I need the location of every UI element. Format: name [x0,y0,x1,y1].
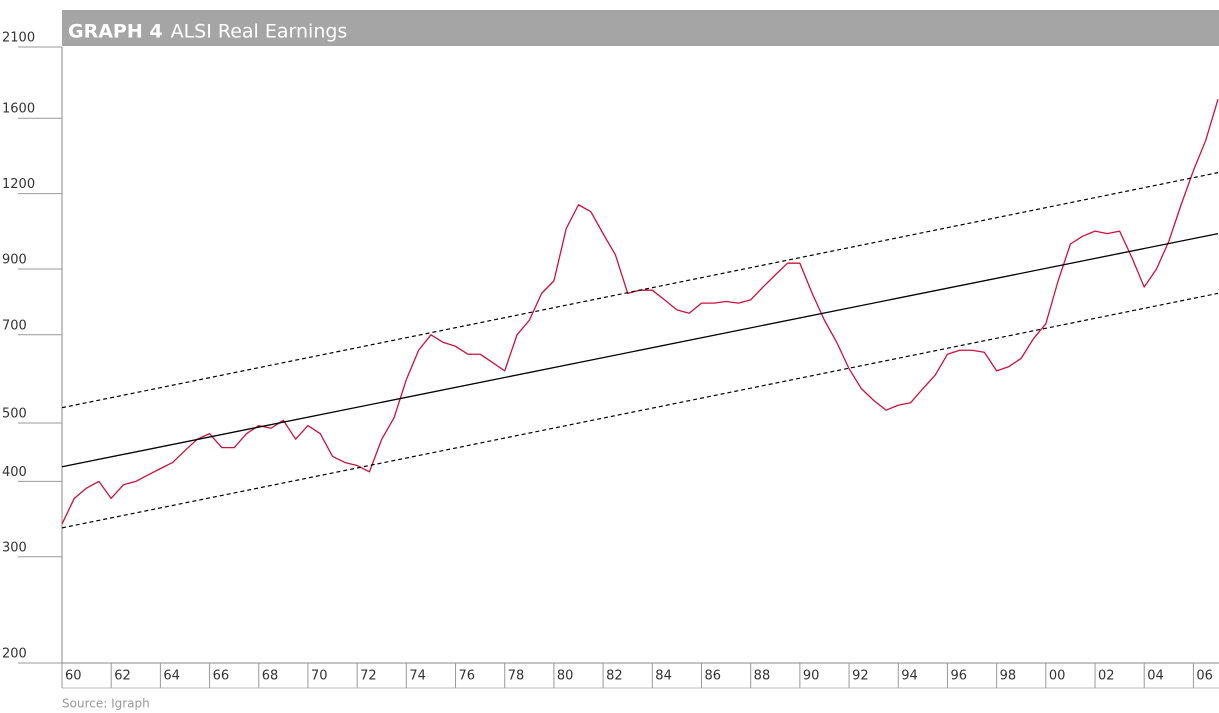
y-tick-label: 200 [2,647,27,662]
x-tick-label: 70 [311,669,328,684]
x-tick-label: 80 [557,669,574,684]
x-tick-label: 94 [901,669,918,684]
trend-band-line [61,172,1219,409]
x-tick-label: 60 [65,669,82,684]
y-tick-label: 500 [2,406,27,421]
y-tick-label: 1200 [2,177,35,192]
x-tick-label: 96 [950,669,967,684]
y-tick-label: 2100 [2,31,35,46]
x-tick-label: 82 [606,669,623,684]
y-tick-label: 1600 [2,102,35,117]
x-tick-label: 00 [1049,669,1066,684]
x-tick-label: 06 [1196,669,1213,684]
source-note: Source: Igraph [62,697,150,711]
x-tick-label: 78 [508,669,525,684]
x-tick-label: 68 [262,669,279,684]
y-tick-label: 700 [2,318,27,333]
x-tick-label: 76 [459,669,476,684]
x-tick-label: 62 [114,669,131,684]
x-tick-label: 66 [213,669,230,684]
chart-title: ALSI Real Earnings [171,21,348,43]
trend-band-line [61,292,1219,529]
y-tick-label: 300 [2,540,27,555]
x-tick-label: 98 [1000,669,1017,684]
title-bar [62,10,1219,46]
x-tick-label: 72 [360,669,377,684]
y-tick-label: 400 [2,465,27,480]
x-tick-label: 84 [655,669,672,684]
trend-line [61,232,1219,468]
x-tick-label: 92 [852,669,869,684]
x-tick-label: 02 [1098,669,1115,684]
x-tick-label: 04 [1147,669,1164,684]
data-line [61,99,1219,525]
chart-title-label: GRAPH 4 [68,21,163,43]
y-tick-label: 900 [2,252,27,267]
x-tick-label: 90 [803,669,820,684]
x-tick-label: 86 [704,669,721,684]
x-tick-label: 88 [754,669,771,684]
x-tick-label: 74 [409,669,426,684]
x-tick-label: 64 [163,669,180,684]
